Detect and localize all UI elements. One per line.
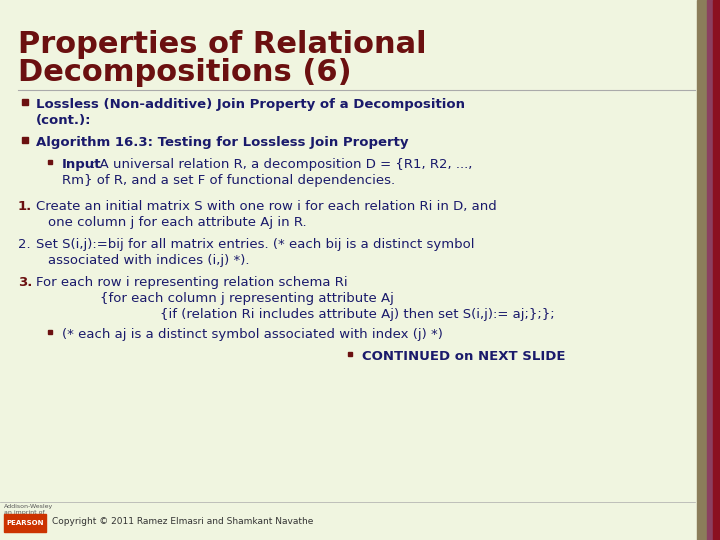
Text: PEARSON: PEARSON bbox=[6, 520, 44, 526]
Text: Create an initial matrix S with one row i for each relation Ri in D, and: Create an initial matrix S with one row … bbox=[36, 200, 497, 213]
Text: Set S(i,j):=bij for all matrix entries. (* each bij is a distinct symbol: Set S(i,j):=bij for all matrix entries. … bbox=[36, 238, 474, 251]
Text: {for each column j representing attribute Aj: {for each column j representing attribut… bbox=[100, 292, 394, 305]
Bar bbox=[4, 514, 46, 532]
Text: : A universal relation R, a decomposition D = {R1, R2, ...,: : A universal relation R, a decompositio… bbox=[91, 158, 472, 171]
Text: CONTINUED on NEXT SLIDE: CONTINUED on NEXT SLIDE bbox=[362, 350, 565, 363]
Text: {if (relation Ri includes attribute Aj) then set S(i,j):= aj;};};: {if (relation Ri includes attribute Aj) … bbox=[160, 308, 554, 321]
Text: Lossless (Non-additive) Join Property of a Decomposition: Lossless (Non-additive) Join Property of… bbox=[36, 98, 465, 111]
Text: (* each aj is a distinct symbol associated with index (j) *): (* each aj is a distinct symbol associat… bbox=[62, 328, 443, 341]
Text: Addison-Wesley
an imprint of: Addison-Wesley an imprint of bbox=[4, 504, 53, 515]
Text: 2.: 2. bbox=[18, 238, 31, 251]
Text: one column j for each attribute Aj in R.: one column j for each attribute Aj in R. bbox=[48, 216, 307, 229]
Text: Input: Input bbox=[62, 158, 102, 171]
Text: (cont.):: (cont.): bbox=[36, 114, 91, 127]
Text: 1.: 1. bbox=[18, 200, 32, 213]
Bar bbox=[713, 0, 720, 540]
Text: Copyright © 2011 Ramez Elmasri and Shamkant Navathe: Copyright © 2011 Ramez Elmasri and Shamk… bbox=[52, 517, 313, 526]
Text: Algorithm 16.3: Testing for Lossless Join Property: Algorithm 16.3: Testing for Lossless Joi… bbox=[36, 136, 408, 149]
Text: Rm} of R, and a set F of functional dependencies.: Rm} of R, and a set F of functional depe… bbox=[62, 174, 395, 187]
Bar bbox=[697, 0, 707, 540]
Text: For each row i representing relation schema Ri: For each row i representing relation sch… bbox=[36, 276, 348, 289]
Text: Decompositions (6): Decompositions (6) bbox=[18, 58, 351, 87]
Text: Properties of Relational: Properties of Relational bbox=[18, 30, 427, 59]
Text: associated with indices (i,j) *).: associated with indices (i,j) *). bbox=[48, 254, 250, 267]
Bar bbox=[707, 0, 713, 540]
Text: 3.: 3. bbox=[18, 276, 32, 289]
